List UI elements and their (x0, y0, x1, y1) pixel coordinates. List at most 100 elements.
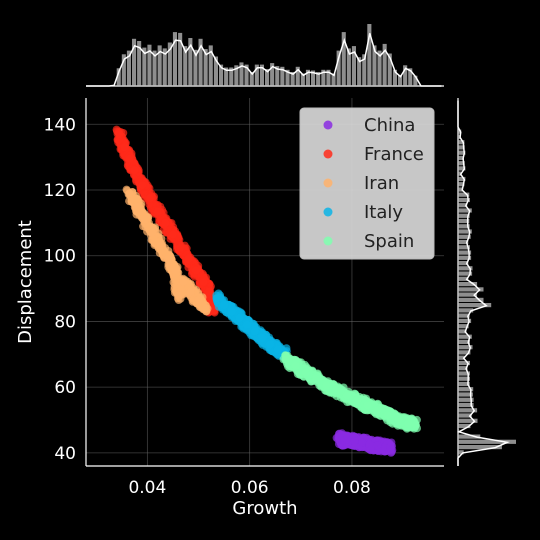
top-hist-bar (254, 64, 259, 86)
right-hist-bar (458, 266, 473, 271)
right-hist-bar (458, 255, 472, 260)
top-hist-bar (183, 46, 188, 86)
right-marginal-histogram (456, 98, 516, 466)
right-hist-bar (458, 208, 472, 213)
right-hist-bar (458, 192, 470, 197)
legend-label: Iran (364, 173, 399, 194)
scatter-point (186, 287, 195, 296)
scatter-point (133, 202, 142, 211)
right-hist-bar (458, 245, 470, 250)
top-hist-bar (219, 64, 224, 86)
top-hist-bar (351, 46, 356, 86)
series-china (332, 429, 397, 457)
scatter-point (179, 278, 188, 286)
scatter-point (115, 136, 124, 145)
legend-box (299, 107, 435, 260)
right-hist-bar (458, 218, 470, 224)
top-hist-bar (403, 65, 408, 86)
right-hist-bar (458, 413, 472, 418)
legend-marker (323, 236, 333, 246)
scatter-point (301, 368, 310, 377)
right-hist-bar (458, 423, 471, 429)
y-tick-label: 140 (44, 115, 76, 135)
scatter-point (212, 294, 221, 303)
y-tick-label: 120 (44, 181, 76, 201)
right-kde-curve (456, 100, 510, 466)
right-hist-bar (458, 203, 468, 208)
scatter-point (154, 229, 163, 238)
right-hist-bar (458, 324, 469, 329)
x-axis-label: Growth (232, 498, 297, 519)
legend-label: Italy (364, 202, 403, 223)
x-tick-label: 0.06 (231, 478, 269, 498)
right-hist-bar (458, 229, 472, 234)
top-hist-bar (398, 74, 403, 86)
top-hist-bar (357, 57, 362, 86)
scatter-point (145, 200, 154, 209)
scatter-point (145, 194, 154, 203)
right-hist-bar (458, 182, 465, 187)
scatter-point (404, 419, 413, 428)
legend-marker (323, 178, 333, 188)
top-hist-bar (203, 49, 208, 86)
top-hist-bar (121, 54, 126, 86)
right-hist-bar (458, 287, 484, 292)
legend-label: Spain (364, 231, 414, 252)
right-hist-bar (458, 434, 481, 439)
top-hist-bar (331, 73, 336, 86)
scatter-point (153, 207, 162, 216)
top-hist-bar (275, 66, 280, 86)
scatter-point (266, 340, 275, 349)
right-hist-bar (458, 150, 466, 155)
right-hist-bar (458, 234, 471, 239)
scatter-point (199, 278, 208, 286)
top-hist-bar (382, 43, 387, 86)
scatter-point (363, 401, 372, 410)
top-hist-bar (408, 68, 413, 86)
scatter-point (148, 228, 157, 237)
top-hist-bar (387, 53, 392, 86)
right-hist-bar (458, 392, 473, 397)
scatter-point (291, 361, 300, 370)
top-hist-bar (311, 70, 316, 86)
scatter-point (332, 386, 341, 395)
legend-label: China (364, 115, 415, 136)
scatter-point (284, 362, 292, 371)
top-hist-bar (362, 54, 367, 86)
scatter-point (353, 396, 362, 405)
top-hist-bar (346, 48, 351, 86)
right-hist-bar (458, 371, 470, 376)
y-tick-label: 40 (54, 444, 76, 464)
top-hist-bar (270, 63, 275, 86)
top-kde-curve (86, 33, 442, 87)
top-hist-bar (321, 69, 326, 86)
right-hist-bar (458, 276, 469, 281)
top-hist-bar (290, 72, 295, 86)
scatter-point (194, 296, 203, 305)
scatter-point (373, 441, 382, 450)
scatter-point (281, 355, 290, 364)
scatter-point (220, 301, 229, 309)
scatter-point (358, 438, 367, 447)
scatter-point (342, 391, 351, 400)
scatter-point (258, 333, 267, 342)
top-hist-bar (208, 45, 213, 86)
right-hist-bar (458, 161, 465, 166)
top-marginal-histogram (86, 24, 444, 87)
right-hist-bar (458, 171, 462, 176)
top-hist-bar (224, 67, 229, 86)
scatter-point (174, 291, 183, 300)
right-hist-bar (458, 339, 470, 344)
legend-label: France (364, 144, 424, 165)
scatter-point (156, 241, 165, 250)
top-hist-bar (193, 49, 198, 86)
y-tick-label: 60 (54, 378, 76, 398)
axes (85, 98, 444, 467)
legend-marker (323, 120, 333, 130)
right-hist-bar (458, 261, 469, 266)
scatter-point (394, 416, 402, 424)
scatter-point (202, 304, 211, 313)
top-hist-bar (234, 65, 239, 86)
right-hist-bar (458, 318, 472, 323)
top-hist-bar (326, 69, 331, 86)
